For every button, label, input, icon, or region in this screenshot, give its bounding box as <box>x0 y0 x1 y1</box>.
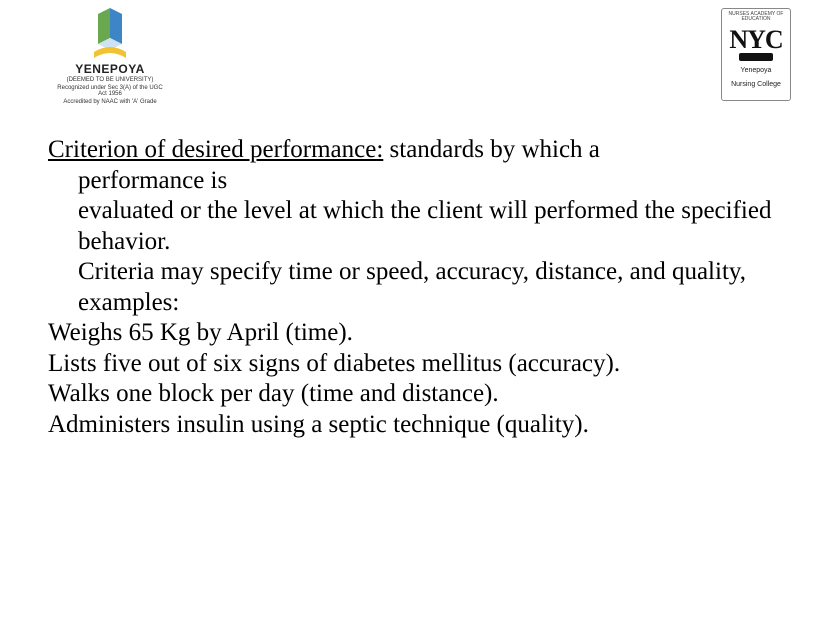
heading-rest: standards by which a <box>383 136 600 163</box>
logo-right-mono: NYC <box>729 28 782 51</box>
logo-left-line2: Recognized under Sec 3(A) of the UGC Act… <box>55 85 165 98</box>
yenepoya-mark-icon <box>84 8 136 60</box>
logo-right-sub1: Yenepoya <box>741 67 772 75</box>
body-content: Criterion of desired performance: standa… <box>48 135 788 440</box>
logo-left-line1: (DEEMED TO BE UNIVERSITY) <box>55 77 165 84</box>
line-5: Weighs 65 Kg by April (time). <box>48 318 788 349</box>
line-1: Criterion of desired performance: standa… <box>48 135 788 166</box>
books-icon <box>739 53 773 61</box>
line-2: performance is <box>48 166 788 197</box>
logo-left-name: YENEPOYA <box>55 62 165 76</box>
heading-underlined: Criterion of desired performance: <box>48 136 383 163</box>
logo-right-sub2: Nursing College <box>731 81 781 89</box>
logo-right-box: NURSES ACADEMY OF EDUCATION NYC Yenepoya… <box>721 8 791 101</box>
line-4: Criteria may specify time or speed, accu… <box>48 257 788 318</box>
line-3: evaluated or the level at which the clie… <box>48 196 788 257</box>
line-6: Lists five out of six signs of diabetes … <box>48 349 788 380</box>
logo-right-arc: NURSES ACADEMY OF EDUCATION <box>722 12 790 22</box>
slide-page: YENEPOYA (DEEMED TO BE UNIVERSITY) Recog… <box>0 0 836 621</box>
logo-right: NURSES ACADEMY OF EDUCATION NYC Yenepoya… <box>716 8 796 101</box>
logo-left: YENEPOYA (DEEMED TO BE UNIVERSITY) Recog… <box>55 8 165 105</box>
logo-left-line3: Accredited by NAAC with 'A' Grade <box>55 99 165 106</box>
line-8: Administers insulin using a septic techn… <box>48 410 788 441</box>
line-7: Walks one block per day (time and distan… <box>48 379 788 410</box>
